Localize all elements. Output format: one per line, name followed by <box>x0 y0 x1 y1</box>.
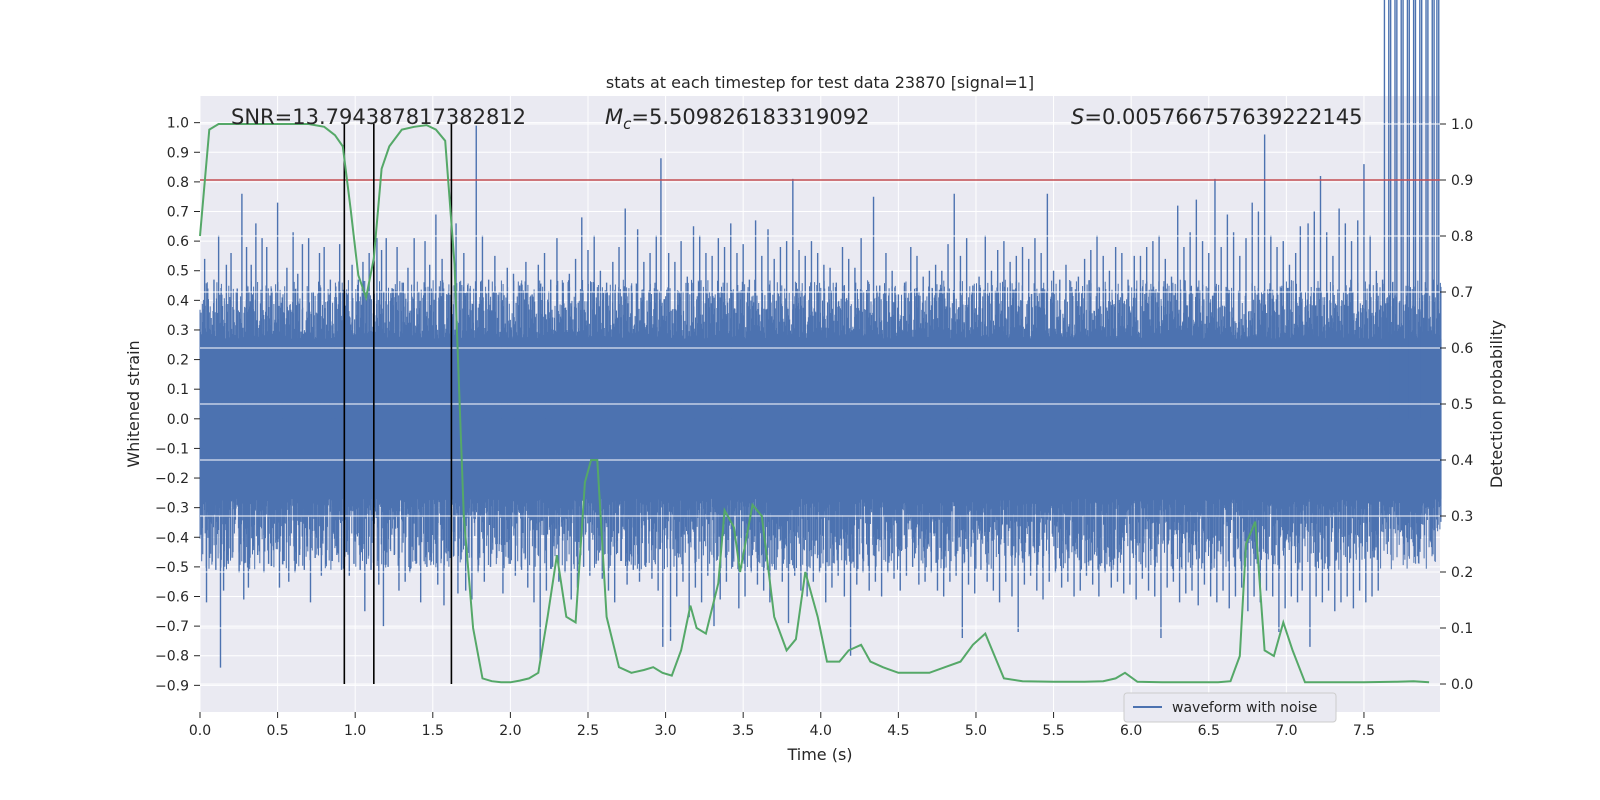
y-left-tick-label: −0.8 <box>155 649 189 665</box>
y-right-tick-label: 0.5 <box>1451 397 1473 413</box>
x-tick-label: 4.5 <box>887 723 909 739</box>
probability-line <box>199 123 1430 684</box>
legend-label: waveform with noise <box>1172 700 1317 716</box>
x-tick-label: 0.0 <box>189 723 211 739</box>
waveform-series <box>199 0 1442 685</box>
y-left-tick-label: 0.4 <box>167 293 189 309</box>
y-left-axis-label: Whitened strain <box>124 340 143 467</box>
chirp-mass-annotation: Mc=5.509826183319092 <box>605 105 869 133</box>
y-left-tick-label: 0.5 <box>167 264 189 280</box>
y-left-tick-label: −0.6 <box>155 590 189 606</box>
y-right-tick-label: 0.0 <box>1451 677 1473 693</box>
x-tick-label: 1.5 <box>422 723 444 739</box>
x-tick-label: 3.5 <box>732 723 754 739</box>
x-axis-ticks: 0.0 0.5 1.0 1.5 2.0 2.5 3.0 3.5 4.0 4.5 5.0 5.5 6.0 6… <box>189 712 1375 739</box>
y-left-tick-label: −0.3 <box>155 501 189 517</box>
y-left-tick-label: −0.1 <box>155 441 189 457</box>
y-left-tick-label: 0.1 <box>167 382 189 398</box>
y-right-tick-label: 0.7 <box>1451 285 1473 301</box>
x-tick-label: 5.0 <box>965 723 987 739</box>
y-left-tick-label: −0.4 <box>155 530 189 546</box>
y-left-tick-label: 0.9 <box>167 145 189 161</box>
y-left-tick-label: 0.3 <box>167 323 189 339</box>
x-tick-label: 2.5 <box>577 723 599 739</box>
y-left-tick-label: −0.7 <box>155 619 189 635</box>
y-right-axis-ticks: 1.0 0.9 0.8 0.7 0.6 0.5 0.4 0.3 0.2 0.1 0.0 <box>1440 117 1473 693</box>
x-tick-label: 6.0 <box>1120 723 1142 739</box>
x-tick-label: 7.5 <box>1353 723 1375 739</box>
y-right-tick-label: 0.4 <box>1451 453 1473 469</box>
y-left-tick-label: 0.6 <box>167 234 189 250</box>
chart-title: stats at each timestep for test data 238… <box>606 73 1034 92</box>
x-tick-label: 4.0 <box>810 723 832 739</box>
x-axis-label: Time (s) <box>786 745 852 764</box>
snr-annotation: SNR=13.794387817382812 <box>231 105 526 129</box>
y-right-tick-label: 0.6 <box>1451 341 1473 357</box>
legend: waveform with noise <box>1123 692 1337 723</box>
x-tick-label: 7.0 <box>1275 723 1297 739</box>
y-left-axis-ticks: 1.0 0.9 0.8 0.7 0.6 0.5 0.4 0.3 0.2 0.1 0.0 −0.1 −0.… <box>155 116 200 694</box>
y-right-tick-label: 0.2 <box>1451 565 1473 581</box>
x-tick-label: 1.0 <box>344 723 366 739</box>
x-tick-label: 3.0 <box>654 723 676 739</box>
y-left-tick-label: 0.8 <box>167 175 189 191</box>
legend-box <box>1123 692 1337 723</box>
y-right-tick-label: 0.9 <box>1451 173 1473 189</box>
s-annotation: S=0.005766757639222145 <box>1071 105 1362 129</box>
y-right-tick-label: 1.0 <box>1451 117 1473 133</box>
y-right-axis-label: Detection probability <box>1487 320 1506 488</box>
y-left-tick-label: −0.9 <box>155 678 189 694</box>
y-left-tick-label: 0.0 <box>167 412 189 428</box>
y-right-tick-label: 0.1 <box>1451 621 1473 637</box>
y-right-tick-label: 0.3 <box>1451 509 1473 525</box>
probability-series <box>199 123 1430 684</box>
x-tick-label: 2.0 <box>499 723 521 739</box>
y-left-tick-label: 1.0 <box>167 116 189 132</box>
y-left-tick-label: −0.2 <box>155 471 189 487</box>
y-right-tick-label: 0.8 <box>1451 229 1473 245</box>
x-tick-label: 5.5 <box>1042 723 1064 739</box>
y-left-tick-label: 0.7 <box>167 205 189 221</box>
x-tick-label: 0.5 <box>266 723 288 739</box>
x-tick-label: 6.5 <box>1198 723 1220 739</box>
y-left-tick-label: 0.2 <box>167 353 189 369</box>
y-left-tick-label: −0.5 <box>155 560 189 576</box>
